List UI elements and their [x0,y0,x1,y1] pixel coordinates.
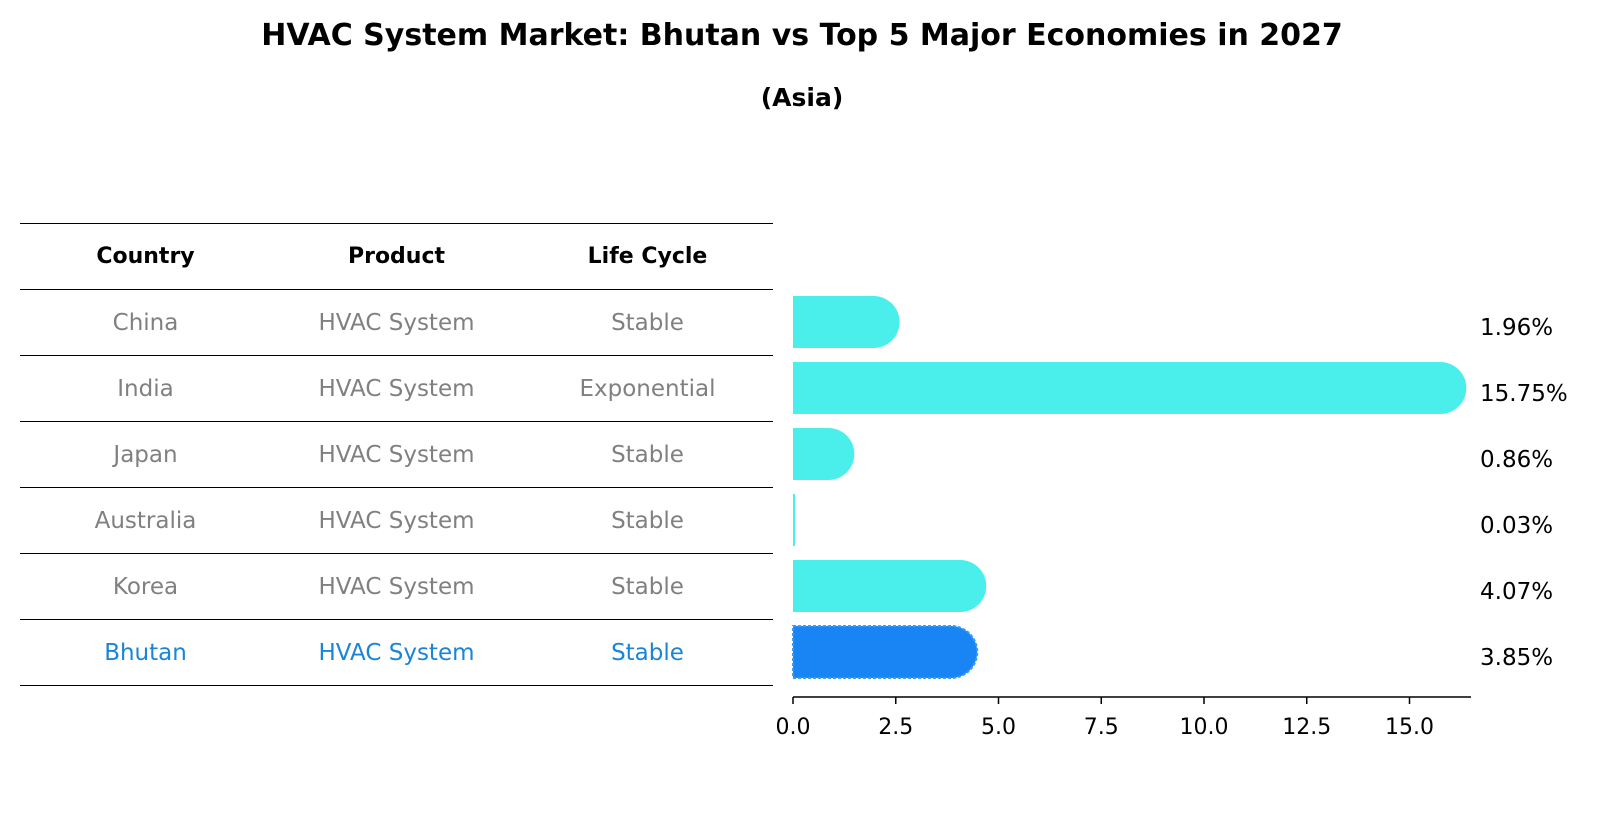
table-row: Korea HVAC System Stable [20,553,773,619]
bar-india [793,362,1467,414]
bar-japan [793,428,855,480]
bar-korea [793,560,987,612]
x-tick-label: 12.5 [1282,715,1331,740]
country-cell: Japan [113,441,178,468]
table-row: Japan HVAC System Stable [20,421,773,487]
header-country: Country [96,244,195,269]
product-cell: HVAC System [318,375,475,402]
header-product: Product [347,244,446,269]
product-cell: HVAC System [318,309,475,336]
table-row: China HVAC System Stable [20,289,773,355]
chart-title: HVAC System Market: Bhutan vs Top 5 Majo… [261,18,1343,53]
x-tick-label: 2.5 [878,715,913,740]
country-cell: Bhutan [104,639,187,666]
product-cell: HVAC System [318,507,475,534]
product-cell: HVAC System [318,441,475,468]
life-cycle-cell: Stable [611,573,684,600]
life-cycle-cell: Stable [611,441,684,468]
bar-china [793,296,900,348]
country-cell: India [117,375,174,402]
x-tick-label: 7.5 [1084,715,1119,740]
life-cycle-cell: Stable [611,639,684,666]
chart-subtitle: (Asia) [760,83,844,112]
product-cell: HVAC System [318,639,475,666]
country-cell: Australia [94,507,197,534]
header-life-cycle: Life Cycle [587,244,708,269]
country-table: Country Product Life Cycle China HVAC Sy… [20,223,773,686]
life-cycle-cell: Stable [611,309,684,336]
x-tick-label: 15.0 [1385,715,1434,740]
value-label-australia: 0.03% [1480,513,1553,539]
country-cell: Korea [112,573,179,600]
table-header-row: Country Product Life Cycle [20,223,773,289]
value-label-bhutan: 3.85% [1480,645,1553,671]
value-label-india: 15.75% [1480,381,1568,407]
life-cycle-cell: Exponential [579,375,716,402]
country-cell: China [112,309,179,336]
table-row: Australia HVAC System Stable [20,487,773,553]
life-cycle-cell: Stable [611,507,684,534]
x-tick-label: 0.0 [776,715,811,740]
x-tick-label: 10.0 [1180,715,1229,740]
bar-australia [793,494,795,546]
table-row-highlighted: Bhutan HVAC System Stable [20,619,773,686]
value-label-china: 1.96% [1480,315,1553,341]
value-label-japan: 0.86% [1480,447,1553,473]
x-tick-label: 5.0 [981,715,1016,740]
bar-bhutan [792,625,979,679]
value-label-korea: 4.07% [1480,579,1553,605]
table-row: India HVAC System Exponential [20,355,773,421]
product-cell: HVAC System [318,573,475,600]
